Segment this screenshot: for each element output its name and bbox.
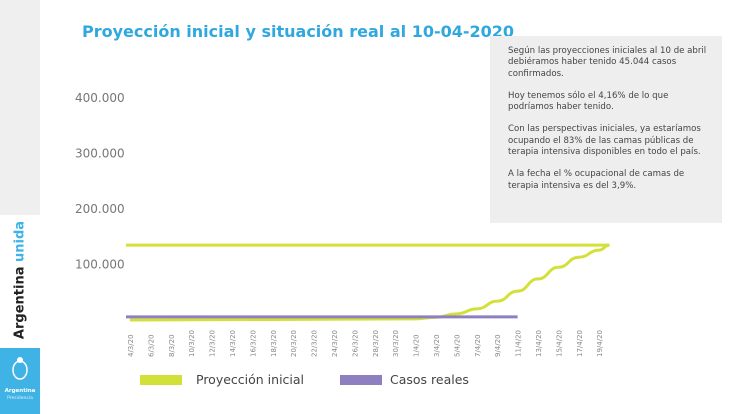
y-tick-label: 200.000 (75, 202, 125, 216)
legend-item-projection: Proyección inicial (140, 372, 304, 387)
x-tick-label: 1/4/20 (413, 334, 421, 357)
y-tick-label: 400.000 (75, 91, 125, 105)
x-tick-label: 19/4/20 (596, 330, 604, 357)
logo-line-2: Presidencia (7, 396, 33, 401)
x-tick-label: 13/4/20 (535, 330, 543, 357)
presidencia-logo: Argentina Presidencia (0, 348, 40, 414)
legend-item-real: Casos reales (340, 372, 469, 387)
y-tick-label: 300.000 (75, 147, 125, 161)
x-tick-label: 16/3/20 (249, 330, 257, 357)
x-tick-label: 7/4/20 (474, 334, 482, 357)
x-tick-label: 9/4/20 (494, 334, 502, 357)
x-tick-label: 11/4/20 (515, 330, 523, 357)
x-tick-label: 18/3/20 (270, 330, 278, 357)
y-tick-label: 100.000 (75, 258, 125, 272)
x-tick-label: 15/4/20 (555, 330, 563, 357)
note-paragraph: Con las perspectivas iniciales, ya estar… (508, 124, 701, 158)
x-tick-label: 20/3/20 (290, 330, 298, 357)
x-tick-label: 24/3/20 (331, 330, 339, 357)
x-tick-label: 8/3/20 (168, 334, 176, 357)
x-tick-label: 3/4/20 (433, 334, 441, 357)
note-paragraph: Hoy tenemos sólo el 4,16% de lo que podr… (508, 90, 669, 113)
x-tick-label: 10/3/20 (188, 330, 196, 357)
note-paragraph: Según las proyecciones iniciales al 10 d… (508, 46, 707, 79)
x-tick-label: 6/3/20 (147, 334, 155, 357)
x-tick-label: 22/3/20 (311, 330, 319, 357)
x-tick-label: 4/3/20 (127, 334, 135, 357)
legend-swatch (140, 374, 182, 385)
legend-label: Casos reales (390, 372, 469, 387)
x-tick-label: 26/3/20 (351, 330, 359, 357)
note-paragraph: A la fecha el % ocupacional de camas de … (508, 169, 685, 191)
x-tick-label: 17/4/20 (576, 330, 584, 357)
x-tick-label: 12/3/20 (209, 330, 217, 357)
info-box: Según las proyecciones iniciales al 10 d… (490, 36, 722, 223)
x-tick-label: 30/3/20 (392, 330, 400, 357)
x-tick-label: 5/4/20 (453, 334, 461, 357)
x-tick-label: 28/3/20 (372, 330, 380, 357)
sidebar-top-panel (0, 0, 40, 215)
x-tick-label: 14/3/20 (229, 330, 237, 357)
legend-label: Proyección inicial (196, 372, 305, 387)
logo-line-1: Argentina (4, 388, 36, 394)
series-line-projection (129, 243, 610, 322)
chart-title: Proyección inicial y situación real al 1… (82, 22, 515, 41)
legend-swatch (340, 374, 382, 385)
coat-of-arms-icon (12, 357, 28, 380)
